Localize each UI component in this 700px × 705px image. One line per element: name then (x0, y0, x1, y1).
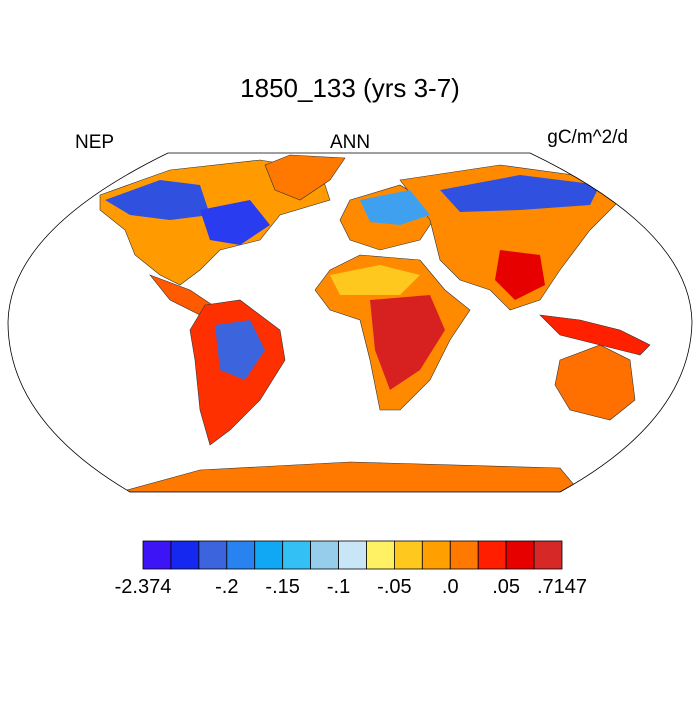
colorbar-box (254, 540, 284, 570)
colorbar-box (198, 540, 228, 570)
patch (370, 295, 445, 390)
colorbar-box (366, 540, 395, 570)
colorbar-box (393, 540, 423, 570)
map (7, 152, 693, 493)
colorbar-label: -.15 (265, 576, 299, 598)
colorbar-box (310, 540, 339, 570)
patch (105, 180, 210, 220)
colorbar-box (170, 540, 200, 570)
patch (440, 175, 600, 212)
colorbar-label: -.2 (215, 576, 238, 598)
patch (215, 320, 265, 380)
australia (554, 344, 636, 421)
colorbar-box (533, 540, 563, 570)
patch (360, 190, 430, 225)
colorbar-label: .7147 (537, 576, 587, 598)
colorbar-label: .0 (442, 576, 459, 598)
colorbar-box (449, 540, 479, 570)
colorbar: -2.374 -.2 -.15 -.1 -.05 .0 .05 .7147 (115, 540, 587, 598)
greenland (264, 154, 346, 201)
colorbar-box (338, 540, 367, 570)
patch (495, 250, 545, 300)
colorbar-label: -2.374 (115, 576, 172, 598)
right-label: gC/m^2/d (547, 127, 628, 148)
patch (330, 265, 420, 295)
map-outline (7, 152, 693, 493)
center-label: ANN (330, 132, 370, 153)
indonesia (539, 314, 651, 356)
left-label: NEP (75, 132, 114, 153)
colorbar-box (142, 540, 172, 570)
patch (200, 200, 270, 245)
antarctica (119, 461, 581, 492)
colorbar-label: -.1 (327, 576, 350, 598)
colorbar-label: -.05 (377, 576, 411, 598)
colorbar-box (226, 540, 256, 570)
colorbar-box (282, 540, 311, 570)
colorbar-box (505, 540, 535, 570)
colorbar-box (477, 540, 507, 570)
title: 1850_133 (yrs 3-7) (240, 73, 460, 103)
colorbar-box (421, 540, 451, 570)
colorbar-label: .05 (492, 576, 520, 598)
